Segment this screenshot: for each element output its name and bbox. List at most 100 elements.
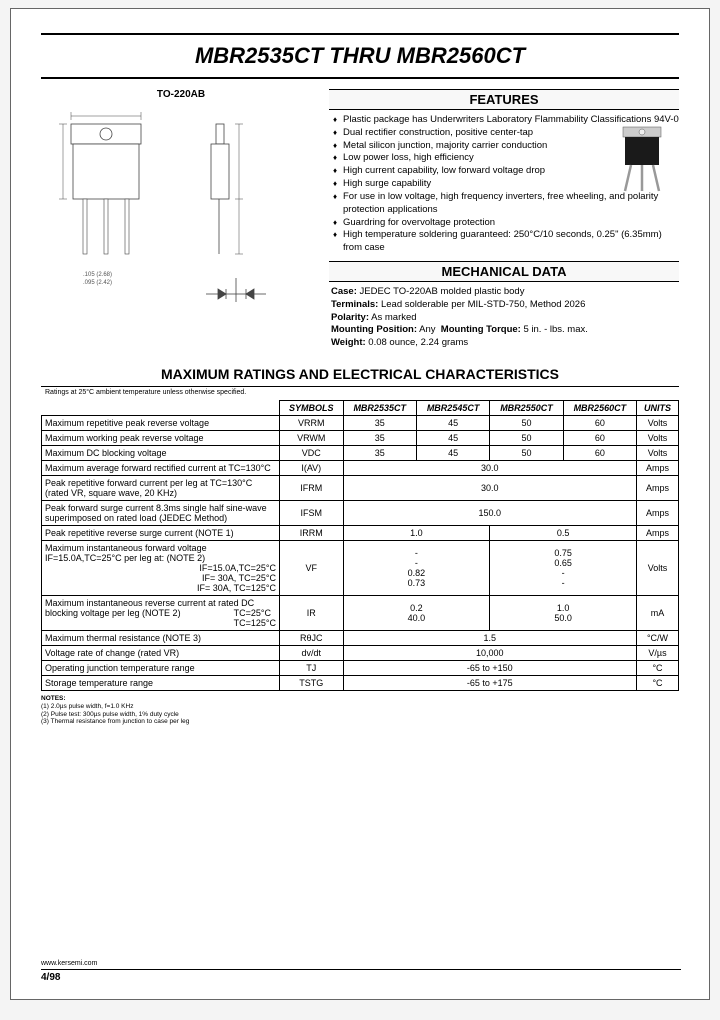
val-cell: 30.0 [343, 461, 637, 476]
mech-mountpos-value: Any [419, 324, 435, 335]
sym-cell: IFSM [280, 501, 344, 526]
val-cell: 60 [563, 416, 636, 431]
unit-cell: Amps [637, 501, 679, 526]
mechanical-header: MECHANICAL DATA [329, 261, 679, 282]
unit-cell: °C/W [637, 631, 679, 646]
ir-line: TC=25°C [234, 608, 271, 618]
table-row: Maximum working peak reverse voltageVRWM… [42, 431, 679, 446]
ratings-underline [41, 386, 679, 387]
ir-line: TC=125°C [234, 618, 276, 628]
footer-site: www.kersemi.com [41, 960, 681, 967]
sym-cell: VRWM [280, 431, 344, 446]
table-row: Peak repetitive forward current per leg … [42, 476, 679, 501]
val-cell: 1.0 [343, 526, 490, 541]
mech-weight-value: 0.08 ounce, 2.24 grams [368, 337, 468, 348]
val-cell: 60 [563, 431, 636, 446]
features-header: FEATURES [329, 89, 679, 110]
page-footer: www.kersemi.com 4/98 [41, 960, 681, 983]
table-row: Operating junction temperature rangeTJ-6… [42, 661, 679, 676]
sym-cell: I(AV) [280, 461, 344, 476]
th-part4: MBR2560CT [563, 401, 636, 416]
param-cell: Maximum average forward rectified curren… [42, 461, 280, 476]
vf-val: 0.75 [554, 548, 572, 558]
param-cell: Maximum DC blocking voltage [42, 446, 280, 461]
page-title: MBR2535CT THRU MBR2560CT [41, 43, 679, 69]
feature-item: High surge capability [333, 178, 679, 191]
param-cell: Operating junction temperature range [42, 661, 280, 676]
vf-val: - [562, 568, 565, 578]
mech-mounting: Mounting Position: Any Mounting Torque: … [331, 324, 679, 337]
val-cell: -65 to +175 [343, 676, 637, 691]
svg-text:.095 (2.42): .095 (2.42) [83, 280, 112, 286]
th-part3: MBR2550CT [490, 401, 563, 416]
note-item: (3) Thermal resistance from junction to … [41, 718, 189, 725]
val-cell: 10,000 [343, 646, 637, 661]
th-units: UNITS [637, 401, 679, 416]
unit-cell: Volts [637, 416, 679, 431]
table-header-row: SYMBOLS MBR2535CT MBR2545CT MBR2550CT MB… [42, 401, 679, 416]
table-row: Maximum DC blocking voltageVDC35455060Vo… [42, 446, 679, 461]
ratings-note: Ratings at 25°C ambient temperature unle… [41, 389, 679, 396]
features-column: FEATURES Plastic package has Underwriter… [321, 89, 679, 354]
notes-header: NOTES: [41, 695, 66, 702]
val-cell: --0.820.73 [343, 541, 490, 596]
package-column: TO-220AB [41, 89, 321, 354]
val-cell: 45 [416, 431, 489, 446]
upper-columns: TO-220AB [41, 89, 679, 354]
footer-page: 4/98 [41, 972, 681, 983]
val-cell: 50 [490, 431, 563, 446]
val-cell: 1.050.0 [490, 596, 637, 631]
note-item: (2) Pulse test: 300µs pulse width, 1% du… [41, 711, 179, 718]
unit-cell: Volts [637, 431, 679, 446]
feature-item: For use in low voltage, high frequency i… [333, 191, 679, 217]
sym-cell: TJ [280, 661, 344, 676]
feature-item: Plastic package has Underwriters Laborat… [333, 114, 679, 127]
feature-item: High current capability, low forward vol… [333, 165, 679, 178]
sym-cell: VF [280, 541, 344, 596]
feature-item: Dual rectifier construction, positive ce… [333, 127, 679, 140]
vf-val: - [415, 558, 418, 568]
param-cell: Maximum instantaneous reverse current at… [42, 596, 280, 631]
param-cell: Peak repetitive forward current per leg … [42, 476, 280, 501]
vf-val: 0.73 [408, 578, 426, 588]
svg-text:.105 (2.68): .105 (2.68) [83, 272, 112, 278]
param-cell: Maximum instantaneous forward voltage IF… [42, 541, 280, 596]
unit-cell: Amps [637, 526, 679, 541]
mech-terminals: Terminals: Lead solderable per MIL-STD-7… [331, 299, 679, 312]
ir-val: 50.0 [554, 613, 572, 623]
param-cell: Storage temperature range [42, 676, 280, 691]
table-row: Maximum average forward rectified curren… [42, 461, 679, 476]
feature-item: Guardring for overvoltage protection [333, 217, 679, 230]
table-row-ir: Maximum instantaneous reverse current at… [42, 596, 679, 631]
mech-case-value: JEDEC TO-220AB molded plastic body [360, 286, 525, 297]
val-cell: 50 [490, 446, 563, 461]
mech-case: Case: JEDEC TO-220AB molded plastic body [331, 286, 679, 299]
table-row: Maximum thermal resistance (NOTE 3)RθJC1… [42, 631, 679, 646]
unit-cell: °C [637, 676, 679, 691]
ir-val: 0.2 [410, 603, 423, 613]
val-cell: 0.750.65-- [490, 541, 637, 596]
param-cell: Maximum working peak reverse voltage [42, 431, 280, 446]
mech-terminals-value: Lead solderable per MIL-STD-750, Method … [381, 299, 585, 310]
unit-cell: Amps [637, 461, 679, 476]
val-cell: -65 to +150 [343, 661, 637, 676]
package-label: TO-220AB [41, 89, 321, 100]
package-drawing: .105 (2.68) .095 (2.42) [41, 104, 301, 354]
datasheet-page: MBR2535CT THRU MBR2560CT TO-220AB [10, 8, 710, 1000]
val-cell: 1.5 [343, 631, 637, 646]
table-row-vf: Maximum instantaneous forward voltage IF… [42, 541, 679, 596]
sym-cell: TSTG [280, 676, 344, 691]
footer-rule [41, 969, 681, 970]
feature-item: Low power loss, high efficiency [333, 152, 679, 165]
mech-polarity-value: As marked [371, 312, 416, 323]
val-cell: 150.0 [343, 501, 637, 526]
table-row: Peak forward surge current 8.3ms single … [42, 501, 679, 526]
sym-cell: dv/dt [280, 646, 344, 661]
top-rule [41, 33, 679, 35]
to220-drawing-svg: .105 (2.68) .095 (2.42) [41, 104, 301, 354]
param-cell: Peak repetitive reverse surge current (N… [42, 526, 280, 541]
unit-cell: mA [637, 596, 679, 631]
val-cell: 50 [490, 416, 563, 431]
vf-param-text: Maximum instantaneous forward voltage IF… [45, 543, 207, 563]
unit-cell: °C [637, 661, 679, 676]
